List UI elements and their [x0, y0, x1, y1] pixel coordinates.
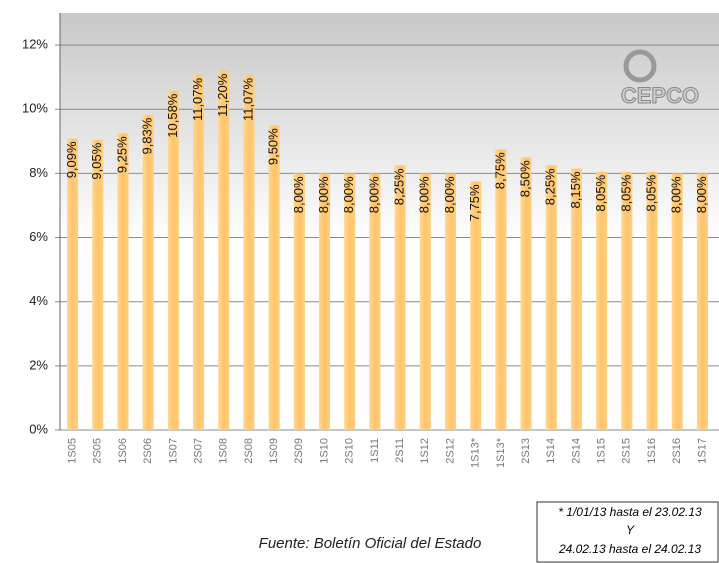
x-tick-label: 2S12 [444, 438, 456, 464]
bar [318, 173, 331, 430]
value-label: 8,00% [669, 176, 684, 213]
bar [444, 173, 457, 430]
x-tick-label: 1S15 [596, 438, 608, 464]
bar [646, 171, 658, 430]
source: Fuente: Boletín Oficial del Estado [259, 535, 482, 552]
value-label: 11,07% [190, 77, 205, 121]
note-box [536, 501, 719, 563]
x-tick-label: 1S14 [545, 438, 557, 464]
x-tick-label: 1S06 [117, 438, 129, 464]
x-tick-label: 1S17 [696, 438, 708, 464]
x-tick-label: 2S16 [671, 438, 683, 464]
x-tick-label: 2S05 [92, 438, 104, 464]
x-tick-label: 1S07 [167, 438, 179, 464]
value-label: 8,25% [392, 168, 407, 205]
bar [293, 173, 305, 430]
x-tick-label: 1S11 [369, 438, 381, 463]
y-tick-label: 4% [29, 293, 48, 308]
y-tick-label: 12% [22, 37, 48, 52]
value-label: 11,07% [240, 77, 255, 121]
value-label: 8,05% [618, 174, 633, 211]
x-tick-label: 2S14 [570, 438, 582, 464]
bar [92, 139, 104, 430]
y-tick-label: 6% [29, 229, 48, 244]
bar [218, 70, 230, 430]
value-label: 8,00% [341, 176, 356, 213]
x-tick-label: 2S11 [394, 438, 406, 463]
value-label: 7,75% [467, 184, 482, 221]
x-tick-label: 2S06 [142, 438, 154, 464]
x-tick-label: 1S09 [268, 438, 280, 464]
value-label: 8,00% [694, 176, 709, 213]
x-tick-label: 2S10 [344, 438, 356, 464]
x-tick-label: 1S13* [470, 437, 482, 468]
value-label: 8,00% [316, 176, 331, 213]
logo-text: CEPCO [621, 83, 699, 108]
bar [671, 173, 683, 430]
value-label: 8,00% [366, 176, 381, 213]
logo: CEPCO [620, 49, 700, 108]
value-label: 10,58% [165, 93, 180, 138]
plot-background [60, 13, 719, 430]
bar [545, 165, 557, 430]
bar [520, 157, 532, 430]
note-line: Y [626, 523, 635, 537]
bar [696, 173, 708, 430]
x-tick-label: 1S16 [646, 438, 658, 464]
x-tick-label: 2S13 [520, 438, 532, 464]
value-label: 8,25% [543, 168, 558, 205]
x-tick-label: 2S07 [192, 438, 204, 464]
value-label: 9,83% [140, 117, 155, 154]
bar [596, 171, 608, 430]
value-label: 8,75% [492, 152, 507, 189]
bar [243, 74, 255, 431]
bar [369, 173, 381, 430]
y-tick-label: 10% [22, 101, 48, 116]
value-label: 8,00% [442, 176, 457, 213]
x-tick-label: 1S13* [495, 437, 507, 468]
value-label: 8,05% [593, 174, 608, 211]
value-label: 9,25% [114, 136, 129, 173]
bar [193, 74, 205, 431]
value-label: 9,05% [89, 142, 104, 179]
bar [117, 133, 129, 431]
bar [142, 114, 154, 431]
bar [570, 168, 582, 431]
note-line: * 1/01/13 hasta el 23.02.13 [558, 505, 702, 519]
x-tick-label: 2S09 [293, 438, 305, 464]
note-line: 24.02.13 hasta el 24.02.13 [558, 542, 701, 556]
value-label: 9,09% [64, 141, 79, 178]
value-label: 8,00% [417, 176, 432, 213]
y-tick-label: 2% [29, 357, 48, 372]
bar [167, 90, 179, 430]
value-label: 8,00% [291, 176, 306, 213]
y-tick-label: 8% [29, 165, 48, 180]
x-tick-label: 1S12 [419, 438, 431, 464]
x-tick-label: 2S15 [621, 438, 633, 464]
bar [394, 165, 406, 430]
value-label: 8,50% [517, 160, 532, 197]
value-label: 8,15% [568, 171, 583, 208]
bar [621, 171, 633, 430]
value-label: 8,05% [643, 174, 658, 211]
value-label: 11,20% [215, 73, 230, 117]
bar [419, 173, 431, 430]
bar [268, 125, 280, 431]
y-tick-label: 0% [29, 421, 48, 436]
bar [344, 173, 356, 430]
x-tick-label: 1S08 [218, 438, 230, 464]
x-tick-label: 1S10 [318, 438, 330, 464]
x-tick-label: 2S08 [243, 438, 255, 464]
bar [67, 138, 79, 430]
bar [495, 149, 507, 431]
bar [470, 181, 482, 430]
value-label: 9,50% [266, 128, 281, 165]
x-tick-label: 1S05 [67, 438, 79, 464]
